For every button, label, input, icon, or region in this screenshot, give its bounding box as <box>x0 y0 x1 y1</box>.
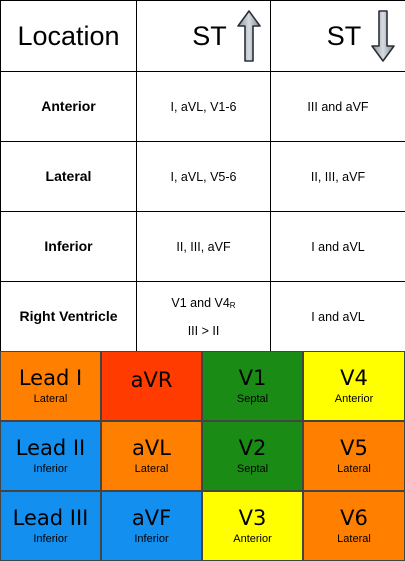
depression-leads: III and aVF <box>307 99 369 114</box>
depression-cell: II, III, aVF <box>270 141 405 212</box>
elevation-leads: II, III, aVF <box>176 239 231 254</box>
table-row-inferior: Inferior II, III, aVF I and aVL <box>0 211 405 282</box>
location-cell: Lateral <box>0 141 137 212</box>
lead-region: Inferior <box>33 462 68 475</box>
lead-tile: V3 Anterior <box>202 491 303 561</box>
lead-tile: aVF Inferior <box>101 491 202 561</box>
lead-region: Anterior <box>233 532 272 545</box>
location-cell: Inferior <box>0 211 137 282</box>
lead-region: Lateral <box>337 462 371 475</box>
location-cell: Right Ventricle <box>0 281 137 352</box>
lead-name: V5 <box>340 436 368 461</box>
elevation-leads-subscript: R <box>229 300 236 310</box>
st-depression-header-cell: ST <box>270 0 405 72</box>
location-header: Location <box>17 20 120 51</box>
elevation-cell: V1 and V4R III > II <box>136 281 271 352</box>
table-row-anterior: Anterior I, aVL, V1-6 III and aVF <box>0 71 405 142</box>
elevation-leads-main: V1 and V4 <box>171 295 230 310</box>
lead-name: V4 <box>340 366 368 391</box>
depression-leads: I and aVL <box>311 309 365 324</box>
lead-name: Lead II <box>15 436 86 461</box>
table-header-row: Location ST ST <box>0 0 405 72</box>
elevation-leads: I, aVL, V1-6 <box>170 99 237 114</box>
location-name: Anterior <box>41 97 96 114</box>
st-elevation-header-cell: ST <box>136 0 271 72</box>
lead-name: Lead I <box>18 366 83 391</box>
lead-region: Lateral <box>33 392 68 405</box>
location-name: Lateral <box>45 167 92 184</box>
table-row-lateral: Lateral I, aVL, V5-6 II, III, aVF <box>0 141 405 212</box>
elevation-leads: I, aVL, V5-6 <box>170 169 237 184</box>
lead-name: aVL <box>132 436 171 461</box>
location-cell: Anterior <box>0 71 137 142</box>
depression-cell: III and aVF <box>270 71 405 142</box>
lead-tile: V1 Septal <box>202 351 303 421</box>
elevation-leads-line1: V1 and V4R <box>171 296 235 310</box>
lead-region: Inferior <box>134 532 169 545</box>
elevation-cell: I, aVL, V1-6 <box>136 71 271 142</box>
elevation-leads-line2: III > II <box>187 323 220 338</box>
lead-name: V1 <box>238 366 267 391</box>
location-name: Inferior <box>44 237 93 254</box>
lead-name: aVF <box>131 506 172 531</box>
up-arrow-icon <box>236 10 261 62</box>
lead-name: aVR <box>130 367 173 392</box>
lead-name: V6 <box>340 506 368 531</box>
depression-leads: I and aVL <box>311 239 365 254</box>
lead-region: Inferior <box>33 532 68 545</box>
st-elevation-label: ST <box>192 20 227 51</box>
ecg-lead-grid: Lead I Lateral aVR V1 Septal V4 Anterior… <box>0 351 405 561</box>
lead-tile: aVL Lateral <box>101 421 202 491</box>
lead-region: Lateral <box>134 462 169 475</box>
elevation-cell: II, III, aVF <box>136 211 271 282</box>
table-row-right-ventricle: Right Ventricle V1 and V4R III > II I an… <box>0 281 405 352</box>
lead-region: Lateral <box>337 532 371 545</box>
lead-tile: Lead II Inferior <box>0 421 101 491</box>
lead-tile: Lead III Inferior <box>0 491 101 561</box>
lead-region: Septal <box>236 462 269 475</box>
lead-tile: V5 Lateral <box>303 421 405 491</box>
location-header-cell: Location <box>0 0 137 72</box>
depression-leads: II, III, aVF <box>310 169 366 184</box>
lead-tile: Lead I Lateral <box>0 351 101 421</box>
lead-region: Anterior <box>334 392 374 405</box>
st-depression-label: ST <box>326 20 362 51</box>
lead-name: V2 <box>238 436 267 461</box>
lead-name: Lead III <box>12 506 89 531</box>
lead-tile: aVR <box>101 351 202 421</box>
lead-tile: V2 Septal <box>202 421 303 491</box>
depression-cell: I and aVL <box>270 281 405 352</box>
depression-cell: I and aVL <box>270 211 405 282</box>
lead-name: V3 <box>238 506 267 531</box>
down-arrow-icon <box>371 10 396 62</box>
location-name: Right Ventricle <box>19 307 118 324</box>
lead-tile: V6 Lateral <box>303 491 405 561</box>
elevation-cell: I, aVL, V5-6 <box>136 141 271 212</box>
lead-region: Septal <box>236 392 269 405</box>
lead-tile: V4 Anterior <box>303 351 405 421</box>
st-location-table: Location ST ST <box>0 0 405 352</box>
